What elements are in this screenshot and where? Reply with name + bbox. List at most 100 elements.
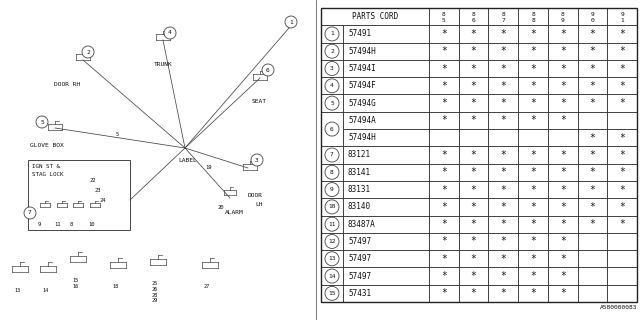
Bar: [459, 216, 488, 233]
Text: *: *: [620, 46, 625, 56]
Text: *: *: [441, 98, 447, 108]
Text: *: *: [530, 202, 536, 212]
Text: DOOR RH: DOOR RH: [54, 82, 80, 87]
Text: *: *: [441, 116, 447, 125]
Bar: [607, 112, 637, 129]
Text: PARTS CORD: PARTS CORD: [352, 12, 398, 21]
Bar: [321, 233, 343, 250]
Text: *: *: [441, 167, 447, 177]
Bar: [488, 94, 518, 112]
Bar: [459, 146, 488, 164]
Bar: [343, 77, 429, 94]
Text: 83141: 83141: [348, 168, 371, 177]
Bar: [577, 164, 607, 181]
Text: 1: 1: [330, 31, 334, 36]
Bar: [321, 164, 343, 181]
Text: *: *: [620, 167, 625, 177]
Circle shape: [325, 79, 339, 93]
Bar: [429, 94, 459, 112]
Text: 8: 8: [442, 12, 445, 17]
Text: *: *: [560, 29, 566, 39]
Bar: [488, 43, 518, 60]
Bar: [429, 233, 459, 250]
Text: SEAT: SEAT: [252, 99, 267, 104]
Bar: [577, 198, 607, 216]
Text: 5: 5: [40, 119, 44, 124]
Text: GLOVE BOX: GLOVE BOX: [30, 143, 64, 148]
Text: *: *: [530, 254, 536, 264]
Bar: [577, 94, 607, 112]
Text: 24: 24: [100, 198, 106, 203]
Bar: [607, 43, 637, 60]
Text: *: *: [500, 150, 506, 160]
Bar: [548, 112, 577, 129]
Text: *: *: [560, 46, 566, 56]
Text: *: *: [589, 167, 595, 177]
Bar: [518, 43, 548, 60]
Text: *: *: [589, 202, 595, 212]
Bar: [459, 198, 488, 216]
Circle shape: [325, 27, 339, 41]
Text: *: *: [500, 98, 506, 108]
Text: 57494H: 57494H: [348, 47, 376, 56]
Bar: [548, 8, 577, 25]
Text: *: *: [589, 98, 595, 108]
Text: 12: 12: [328, 239, 336, 244]
Text: 83121: 83121: [348, 150, 371, 159]
Bar: [343, 268, 429, 285]
Bar: [321, 94, 343, 112]
Text: 9: 9: [620, 12, 624, 17]
Text: *: *: [500, 185, 506, 195]
Bar: [548, 94, 577, 112]
Bar: [518, 268, 548, 285]
Bar: [548, 77, 577, 94]
Text: TRUNK: TRUNK: [154, 62, 173, 67]
Bar: [459, 60, 488, 77]
Bar: [429, 198, 459, 216]
Text: *: *: [500, 202, 506, 212]
Bar: [488, 181, 518, 198]
Text: 7: 7: [501, 19, 505, 23]
Text: *: *: [530, 236, 536, 246]
Text: 18: 18: [112, 284, 118, 289]
Text: *: *: [441, 271, 447, 281]
Text: *: *: [441, 219, 447, 229]
Text: *: *: [441, 46, 447, 56]
Text: 0: 0: [591, 19, 595, 23]
Text: *: *: [441, 288, 447, 298]
Text: 83487A: 83487A: [348, 220, 376, 229]
Bar: [321, 181, 343, 198]
Text: LABEL: LABEL: [178, 158, 196, 163]
Bar: [548, 285, 577, 302]
Bar: [429, 129, 459, 146]
Bar: [459, 181, 488, 198]
Text: 6: 6: [472, 19, 476, 23]
Bar: [321, 285, 343, 302]
Text: 57491: 57491: [348, 29, 371, 38]
Bar: [518, 233, 548, 250]
Bar: [577, 146, 607, 164]
Bar: [429, 216, 459, 233]
Text: *: *: [470, 236, 477, 246]
Bar: [518, 25, 548, 43]
Text: *: *: [620, 81, 625, 91]
Bar: [577, 8, 607, 25]
Bar: [548, 268, 577, 285]
Bar: [607, 250, 637, 268]
Bar: [548, 25, 577, 43]
Text: *: *: [470, 254, 477, 264]
Bar: [459, 43, 488, 60]
Text: *: *: [470, 271, 477, 281]
Bar: [429, 181, 459, 198]
Bar: [459, 25, 488, 43]
Bar: [577, 268, 607, 285]
Bar: [429, 285, 459, 302]
Text: 22: 22: [90, 178, 97, 183]
Circle shape: [325, 200, 339, 214]
Circle shape: [325, 122, 339, 136]
Bar: [518, 181, 548, 198]
Text: *: *: [500, 167, 506, 177]
Bar: [607, 129, 637, 146]
Text: *: *: [620, 98, 625, 108]
Bar: [343, 233, 429, 250]
